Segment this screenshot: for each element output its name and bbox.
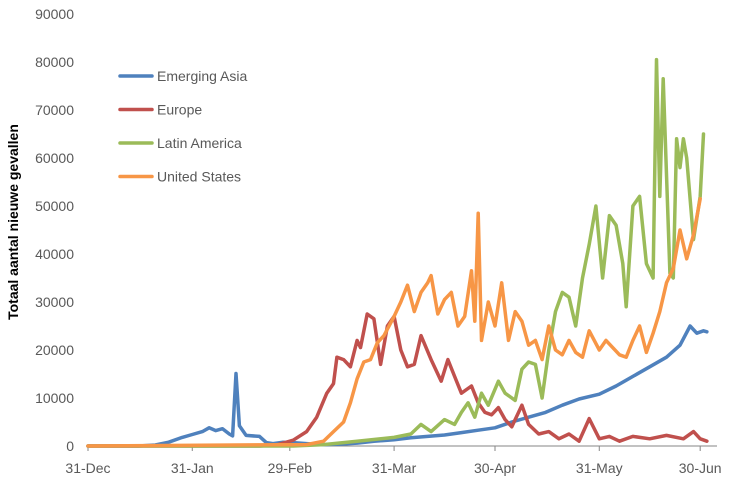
series-line-emerging-asia xyxy=(86,324,709,448)
y-tick-label: 70000 xyxy=(35,102,74,118)
y-tick-label: 30000 xyxy=(35,294,74,310)
y-tick-label: 80000 xyxy=(35,54,74,70)
legend-label-united-states: United States xyxy=(157,169,241,185)
legend: Emerging Asia Europe Latin America United S… xyxy=(118,68,247,185)
x-tick-label: 30-Jun xyxy=(679,460,722,476)
x-axis: 31-Dec 31-Jan 29-Feb 31-Mar 30-Apr 31-May 30-J… xyxy=(65,445,722,476)
legend-label-europe: Europe xyxy=(157,102,202,118)
y-tick-label: 0 xyxy=(66,438,74,454)
series-line-united-states xyxy=(86,197,702,448)
y-tick-label: 20000 xyxy=(35,342,74,358)
x-tick-label: 31-Mar xyxy=(372,460,417,476)
y-tick-label: 50000 xyxy=(35,198,74,214)
series-line-latin-america xyxy=(86,57,706,448)
y-tick-label: 10000 xyxy=(35,390,74,406)
x-tick-label: 31-Dec xyxy=(65,460,110,476)
x-tick-label: 31-May xyxy=(576,460,623,476)
legend-label-emerging-asia: Emerging Asia xyxy=(157,68,247,84)
legend-label-latin-america: Latin America xyxy=(157,135,242,151)
x-tick-label: 31-Jan xyxy=(171,460,214,476)
series-layer xyxy=(86,57,709,448)
y-axis-label: Totaal aantal nieuwe gevallen xyxy=(5,124,21,320)
series-line-europe xyxy=(86,312,709,448)
y-axis: 0 10000 20000 30000 40000 50000 60000 70000 8000… xyxy=(35,6,74,454)
x-tick-label: 29-Feb xyxy=(268,460,313,476)
x-tick-label: 30-Apr xyxy=(474,460,516,476)
y-tick-label: 60000 xyxy=(35,150,74,166)
y-tick-label: 90000 xyxy=(35,6,74,22)
y-tick-label: 40000 xyxy=(35,246,74,262)
